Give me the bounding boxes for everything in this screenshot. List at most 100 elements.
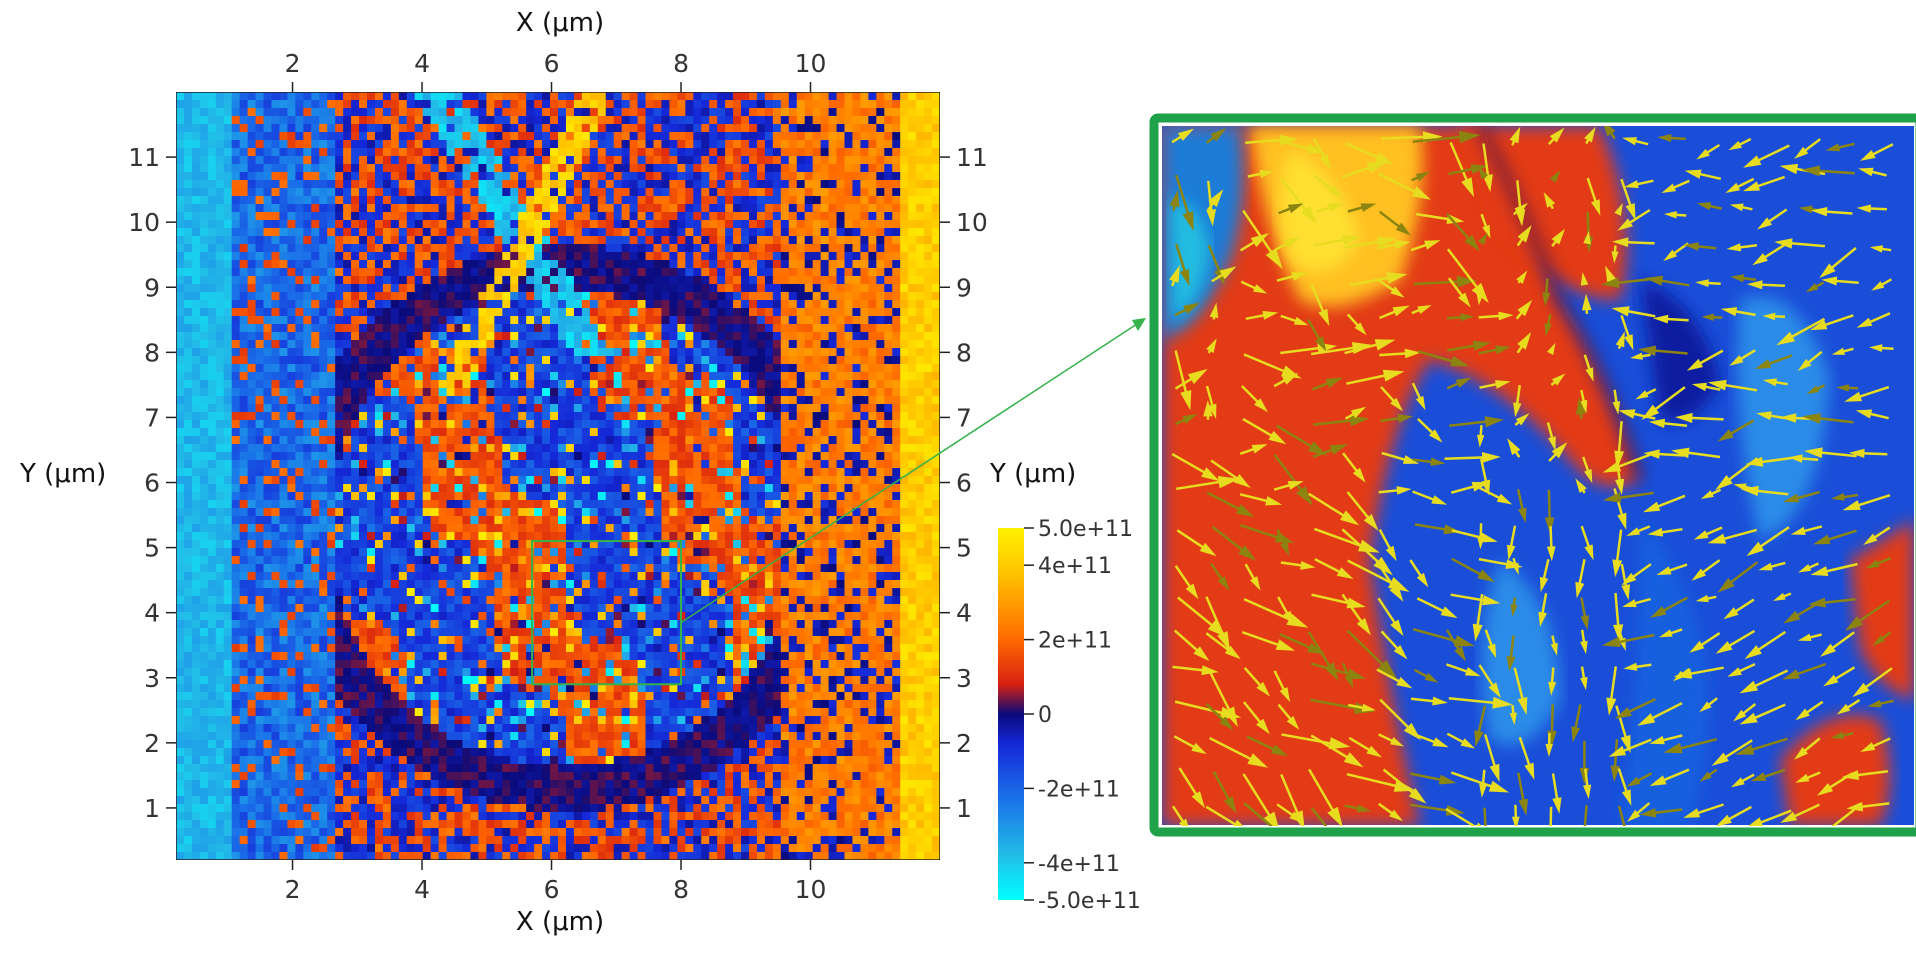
heatmap-cell (359, 580, 368, 589)
heatmap-cell (422, 260, 432, 269)
heatmap-cell (398, 244, 408, 253)
heatmap-cell (462, 580, 471, 589)
heatmap-cell (542, 596, 551, 605)
heatmap-cell (573, 388, 583, 397)
heatmap-cell (510, 644, 519, 653)
heatmap-cell (239, 652, 249, 661)
heatmap-cell (422, 276, 432, 285)
heatmap-cell (470, 404, 479, 413)
heatmap-cell (335, 276, 344, 285)
heatmap-cell (183, 748, 193, 757)
heatmap-cell (303, 476, 312, 485)
heatmap-cell (303, 412, 312, 421)
heatmap-cell (438, 828, 447, 837)
heatmap-cell (295, 148, 304, 157)
heatmap-cell (351, 724, 360, 733)
heatmap-cell (319, 484, 328, 493)
heatmap-cell (311, 524, 320, 533)
heatmap-cell (247, 404, 256, 413)
heatmap-cell (335, 204, 344, 213)
heatmap-cell (565, 748, 575, 757)
heatmap-cell (207, 252, 217, 261)
heatmap-cell (478, 724, 487, 733)
heatmap-cell (176, 580, 185, 589)
heatmap-cell (207, 236, 217, 245)
heatmap-cell (486, 548, 495, 557)
heatmap-cell (279, 460, 288, 469)
heatmap-cell (478, 804, 487, 813)
heatmap-cell (510, 596, 519, 605)
heatmap-cell (462, 356, 471, 365)
heatmap-cell (422, 164, 432, 173)
heatmap-cell (223, 468, 233, 477)
heatmap-cell (327, 660, 336, 669)
heatmap-cell (223, 156, 233, 165)
heatmap-cell (255, 692, 264, 701)
heatmap-cell (374, 852, 384, 860)
heatmap-cell (526, 676, 535, 685)
heatmap-cell (446, 252, 455, 261)
heatmap-cell (215, 556, 225, 565)
heatmap-cell (414, 316, 424, 325)
heatmap-cell (223, 500, 233, 509)
heatmap-cell (287, 500, 296, 509)
heatmap-cell (255, 148, 264, 157)
heatmap-cell (327, 772, 336, 781)
heatmap-cell (207, 684, 217, 693)
heatmap-cell (462, 396, 471, 405)
heatmap-cell (542, 476, 551, 485)
heatmap-cell (239, 844, 249, 853)
heatmap-cell (183, 532, 193, 541)
heatmap-cell (199, 100, 209, 109)
heatmap-cell (526, 596, 535, 605)
heatmap-cell (534, 508, 543, 517)
heatmap-cell (279, 428, 288, 437)
heatmap-cell (414, 172, 424, 181)
heatmap-cell (589, 100, 599, 109)
heatmap-cell (565, 476, 575, 485)
heatmap-cell (359, 772, 368, 781)
heatmap-cell (247, 324, 256, 333)
heatmap-cell (390, 628, 400, 637)
heatmap-cell (183, 564, 193, 573)
heatmap-cell (311, 820, 320, 829)
heatmap-cell (534, 612, 543, 621)
heatmap-cell (446, 484, 455, 493)
heatmap-cell (231, 460, 241, 469)
heatmap-cell (510, 172, 519, 181)
heatmap-cell (406, 468, 416, 477)
heatmap-cell (526, 124, 535, 133)
heatmap-cell (446, 836, 455, 845)
heatmap-cell (526, 380, 535, 389)
heatmap-cell (231, 812, 241, 821)
heatmap-cell (510, 212, 519, 221)
heatmap-cell (573, 356, 583, 365)
heatmap-cell (263, 116, 272, 125)
heatmap-cell (406, 548, 416, 557)
heatmap-cell (406, 148, 416, 157)
heatmap-cell (287, 188, 296, 197)
heatmap-cell (327, 748, 336, 757)
heatmap-cell (573, 660, 583, 669)
heatmap-cell (359, 692, 368, 701)
heatmap-cell (231, 580, 241, 589)
heatmap-cell (542, 588, 551, 597)
heatmap-cell (470, 588, 479, 597)
heatmap-cell (359, 828, 368, 837)
heatmap-cell (462, 148, 471, 157)
heatmap-cell (176, 740, 185, 749)
heatmap-cell (223, 820, 233, 829)
heatmap-cell (446, 828, 455, 837)
heatmap-cell (382, 316, 392, 325)
heatmap-cell (335, 788, 344, 797)
heatmap-cell (231, 172, 241, 181)
heatmap-cell (215, 348, 225, 357)
heatmap-cell (311, 564, 320, 573)
heatmap-cell (263, 212, 272, 221)
heatmap-cell (478, 628, 487, 637)
heatmap-cell (183, 252, 193, 261)
heatmap-cell (183, 164, 193, 173)
heatmap-cell (430, 812, 440, 821)
heatmap-cell (470, 140, 479, 149)
heatmap-cell (454, 92, 463, 101)
